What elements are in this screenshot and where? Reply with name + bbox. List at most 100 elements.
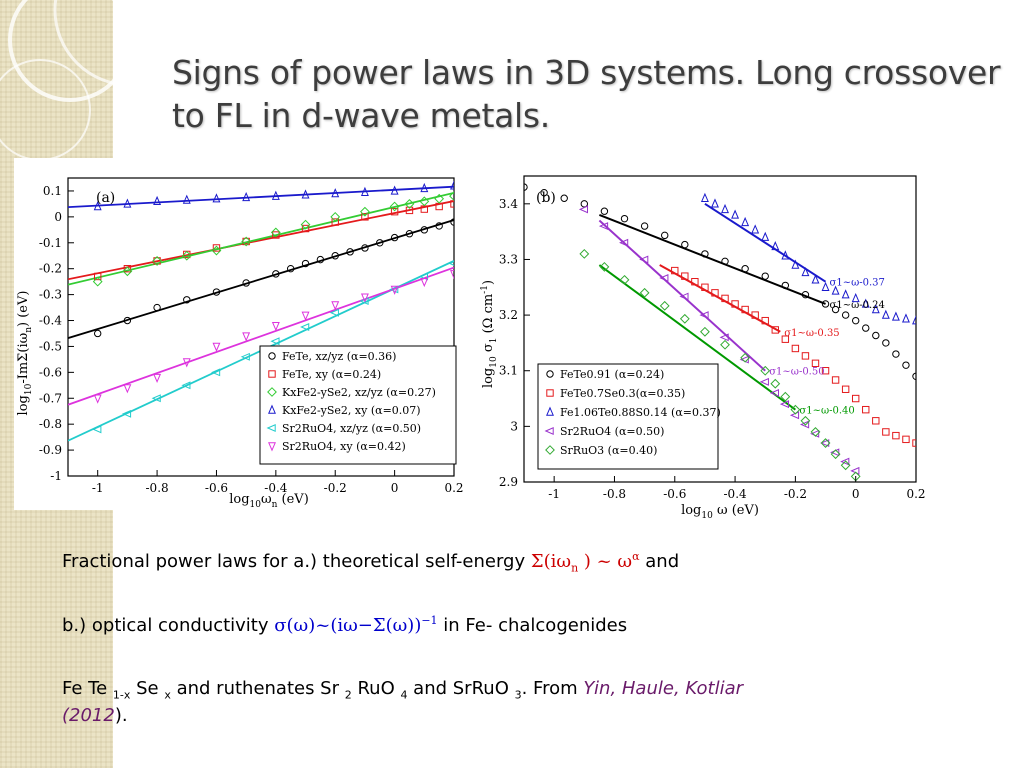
- x-tick-label: -0.6: [205, 481, 228, 495]
- chart-b-ticks: -1 -0.8 -0.6 -0.4 -0.2 0 0.2 3.4 3.3 3.2 3.1 3 2.9: [499, 197, 926, 501]
- x-tick-label: 0: [852, 487, 860, 501]
- y-tick-label: -0.1: [39, 236, 62, 250]
- line2-post: in Fe- chalcogenides: [437, 615, 628, 636]
- x-tick-label: 0.2: [906, 487, 925, 501]
- data-point: [360, 206, 370, 217]
- data-point: [761, 231, 770, 241]
- data-point: [801, 266, 810, 277]
- data-point: [882, 339, 890, 347]
- data-point: [434, 193, 445, 204]
- panel-b-label: (b): [536, 190, 556, 206]
- fit-line-label: σ1~ω-0.24: [830, 300, 885, 311]
- fit-line: [599, 214, 826, 305]
- data-point: [211, 368, 221, 377]
- data-point: [619, 274, 630, 285]
- text-line-3: Fe Te 1-x Se x and ruthenates Sr 2 RuO 4…: [62, 678, 744, 726]
- data-point: [821, 281, 830, 291]
- chart-a-ticks: -1 -0.8 -0.6 -0.4 -0.2 0 0.2 0.1 0 -0.1 -0.2 -0.3 -0…: [39, 184, 464, 495]
- x-tick-label: -1: [92, 481, 104, 495]
- data-point: [821, 367, 830, 375]
- data-point: [872, 417, 880, 425]
- data-point: [93, 394, 102, 404]
- data-point: [659, 274, 669, 282]
- data-point: [272, 270, 280, 278]
- data-point: [123, 198, 132, 208]
- data-point: [92, 276, 103, 287]
- data-point: [791, 344, 800, 353]
- data-point: [740, 352, 751, 363]
- data-point: [871, 304, 880, 314]
- chart-panel-a: (a) -1 -0.8 -0.6 -0.4 -0.2 0 0.2 0.1 0 -0.1 -0.2 -0…: [16, 177, 464, 510]
- chart-a-ylabel: log10-ImΣ(iωn) (eV): [16, 291, 34, 416]
- data-point: [331, 301, 340, 311]
- x-tick-label: -0.2: [784, 487, 807, 501]
- data-point: [841, 385, 850, 393]
- panel-a-label: (a): [96, 190, 115, 206]
- fit-line: [68, 200, 454, 281]
- y-tick-label: 3.2: [499, 308, 518, 322]
- data-point: [820, 439, 830, 448]
- x-tick-label: -0.8: [603, 487, 626, 501]
- data-point: [390, 233, 399, 242]
- data-point: [760, 365, 771, 376]
- legend-marker: [267, 387, 277, 397]
- data-point: [435, 222, 443, 230]
- data-point: [330, 211, 341, 222]
- chart-b-marks: σ1~ω-0.24 σ1~ω-0.37 σ1~ω-0.35 σ1~ω-0.50 σ1~ω…: [523, 175, 917, 483]
- legend-marker: [268, 404, 276, 414]
- data-point: [182, 194, 191, 204]
- data-point: [619, 238, 629, 247]
- data-point: [781, 335, 790, 343]
- data-point: [862, 324, 870, 332]
- data-point: [639, 287, 650, 298]
- data-point: [679, 292, 689, 301]
- citation-year: (2012: [62, 704, 115, 726]
- data-point: [639, 255, 649, 264]
- data-point: [759, 377, 769, 386]
- legend-marker: [544, 427, 554, 435]
- data-point: [331, 252, 339, 260]
- data-point: [912, 315, 916, 325]
- data-point: [271, 190, 280, 200]
- legend-marker: [268, 352, 276, 360]
- data-point: [524, 183, 528, 191]
- data-point: [882, 428, 890, 436]
- data-point: [681, 272, 689, 280]
- data-point: [360, 186, 369, 196]
- legend-label: FeTe0.7Se0.3(α=0.35): [560, 387, 685, 400]
- chart-panel-b: σ1~ω-0.24 σ1~ω-0.37 σ1~ω-0.35 σ1~ω-0.50 σ1~ω…: [480, 175, 926, 521]
- line2-formula: σ(ω)~(iω−Σ(ω))−1: [274, 614, 438, 636]
- x-tick-label: -0.4: [724, 487, 748, 501]
- data-point: [799, 420, 810, 429]
- plot-frame: [523, 175, 917, 483]
- data-point: [122, 266, 133, 277]
- data-point: [301, 189, 310, 199]
- data-point: [153, 257, 161, 265]
- data-point: [721, 203, 729, 214]
- data-point: [770, 378, 781, 389]
- data-point: [840, 460, 851, 471]
- data-point: [212, 244, 221, 252]
- data-point: [891, 311, 900, 321]
- x-tick-label: -0.4: [264, 481, 288, 495]
- data-point: [820, 438, 831, 448]
- x-tick-label: -0.6: [663, 487, 686, 501]
- y-tick-label: -0.7: [39, 391, 62, 405]
- fit-line: [68, 185, 454, 209]
- data-point: [151, 394, 161, 403]
- data-point: [92, 425, 102, 434]
- y-tick-label: -0.4: [39, 314, 63, 328]
- data-point: [241, 236, 252, 247]
- data-point: [271, 322, 280, 332]
- legend-label: Sr2RuO4, xz/yz (α=0.50): [282, 422, 421, 435]
- y-tick-label: 3.3: [499, 252, 518, 266]
- data-point: [781, 281, 790, 290]
- data-point: [851, 394, 860, 403]
- data-point: [272, 231, 280, 239]
- chart-b-xlabel: log10 ω (eV): [681, 503, 759, 521]
- fit-line: [68, 191, 454, 286]
- legend-label: Sr2RuO4, xy (α=0.42): [282, 440, 406, 453]
- y-tick-label: 3.1: [499, 364, 518, 378]
- data-point: [811, 274, 820, 284]
- chart-a-marks: [67, 177, 455, 477]
